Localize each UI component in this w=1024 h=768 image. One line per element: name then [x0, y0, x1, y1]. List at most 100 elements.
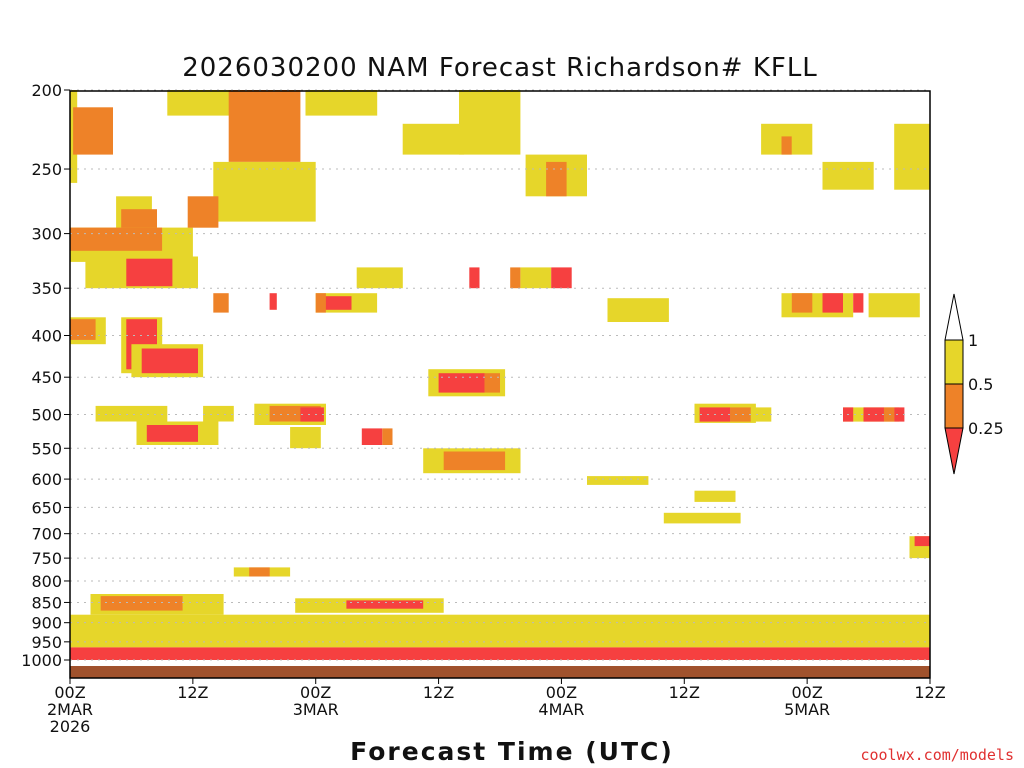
- heat-cell-low: [320, 296, 352, 310]
- heat-cell-high: [750, 407, 772, 422]
- y-tick-label: 600: [31, 470, 62, 489]
- heat-cell-low: [300, 407, 324, 422]
- heat-cell-mid: [510, 267, 521, 289]
- heat-cell-mid: [70, 227, 163, 251]
- y-tick-label: 550: [31, 439, 62, 458]
- heat-cell-high: [95, 405, 168, 422]
- heat-cell-mid: [484, 373, 500, 393]
- y-tick-label: 200: [31, 81, 62, 100]
- heat-cell-low: [141, 348, 198, 374]
- heat-cell-mid: [100, 596, 183, 611]
- colorbar-label: 0.5: [968, 375, 993, 394]
- y-tick-label: 250: [31, 160, 62, 179]
- heat-cell-mid: [315, 293, 326, 313]
- colorbar-label: 0.25: [968, 419, 1004, 438]
- heat-cell-high: [694, 490, 736, 502]
- x-tick-label: 3MAR: [293, 700, 339, 719]
- heat-cell-mid: [228, 90, 301, 162]
- heat-cell-mid: [443, 451, 506, 471]
- credit-text: coolwx.com/models: [860, 746, 1014, 764]
- heat-cell-low: [438, 373, 485, 393]
- y-tick-label: 850: [31, 593, 62, 612]
- heat-cell-high: [402, 123, 465, 155]
- heat-cell-low: [269, 293, 277, 310]
- heat-cell-low: [346, 600, 424, 609]
- heat-cell-mid: [730, 407, 751, 422]
- y-tick-label: 700: [31, 525, 62, 544]
- colorbar-legend: 1 0.5 0.25: [944, 293, 1004, 475]
- colorbar-top-arrow: [944, 293, 964, 341]
- heat-cell-low: [551, 267, 572, 289]
- x-tick-label: 12Z: [177, 683, 208, 702]
- plot-frame: [69, 90, 931, 679]
- heat-cell-high: [459, 90, 521, 155]
- x-axis-title: Forecast Time (UTC): [350, 737, 674, 766]
- colorbar-label: 1: [968, 331, 978, 350]
- heat-cell-high: [822, 161, 874, 190]
- x-tick-label: 12Z: [423, 683, 454, 702]
- heat-cell-low: [361, 428, 383, 445]
- heat-cell-mid: [70, 319, 96, 340]
- heat-cell-mid: [781, 136, 792, 155]
- y-tick-label: 300: [31, 225, 62, 244]
- colorbar-segment-mid: [944, 383, 964, 429]
- ground-band: [70, 666, 930, 678]
- ground-layer: [70, 666, 930, 678]
- x-tick-label: 00Z: [54, 683, 85, 702]
- x-tick-label: 2MAR: [47, 700, 93, 719]
- x-tick-label: 00Z: [546, 683, 577, 702]
- heat-cell-high: [356, 267, 403, 289]
- x-tick-label: 2026: [50, 717, 91, 736]
- heat-cell-low: [853, 293, 864, 313]
- heat-cell-low: [822, 293, 843, 313]
- heat-cell-mid: [382, 428, 393, 445]
- heat-cell-low: [914, 536, 930, 547]
- heat-cell-low: [469, 267, 480, 289]
- y-tick-label: 500: [31, 406, 62, 425]
- heat-cell-high: [70, 614, 930, 648]
- y-tick-label: 800: [31, 572, 62, 591]
- y-tick-label: 1000: [21, 651, 62, 670]
- colorbar-segment-high: [944, 339, 964, 385]
- x-tick-label: 00Z: [300, 683, 331, 702]
- heatmap-layer: [70, 90, 930, 660]
- colorbar-bottom-arrow: [944, 427, 964, 475]
- heat-cell-low: [146, 425, 198, 442]
- heat-cell-high: [203, 405, 234, 422]
- heat-cell-high: [213, 161, 316, 222]
- heat-cell-high: [305, 90, 378, 116]
- heat-cell-high: [520, 267, 552, 289]
- y-tick-label: 750: [31, 549, 62, 568]
- y-tick-label: 650: [31, 498, 62, 517]
- y-tick-label: 900: [31, 614, 62, 633]
- y-axis: 200 250 300 350 400 450 500 550 600 650 700 750 800 8…: [21, 81, 70, 670]
- heat-cell-high: [290, 427, 321, 449]
- heat-cell-high: [663, 512, 741, 524]
- x-tick-label: 12Z: [914, 683, 945, 702]
- heat-cell-mid: [249, 567, 270, 577]
- heat-cell-high: [894, 123, 930, 190]
- heat-cell-high: [587, 476, 649, 485]
- heat-cell-mid: [791, 293, 813, 313]
- heat-cell-mid: [213, 293, 229, 313]
- heat-cell-mid: [187, 196, 219, 228]
- y-tick-label: 400: [31, 326, 62, 345]
- heat-cell-mid: [546, 161, 567, 197]
- heat-cell-low: [863, 407, 884, 422]
- chart-title: 2026030200 NAM Forecast Richardson# KFLL: [182, 53, 818, 83]
- heat-cell-low: [70, 647, 930, 660]
- x-tick-label: 12Z: [669, 683, 700, 702]
- heat-cell-high: [607, 298, 669, 322]
- heat-cell-low: [894, 407, 905, 422]
- x-tick-label: 4MAR: [538, 700, 584, 719]
- x-tick-label: 5MAR: [784, 700, 830, 719]
- y-tick-label: 450: [31, 368, 62, 387]
- y-tick-label: 950: [31, 633, 62, 652]
- heat-cell-high: [868, 293, 920, 318]
- heat-cell-mid: [73, 107, 113, 155]
- x-tick-label: 00Z: [791, 683, 822, 702]
- heat-cell-low: [126, 258, 173, 287]
- y-tick-label: 350: [31, 279, 62, 298]
